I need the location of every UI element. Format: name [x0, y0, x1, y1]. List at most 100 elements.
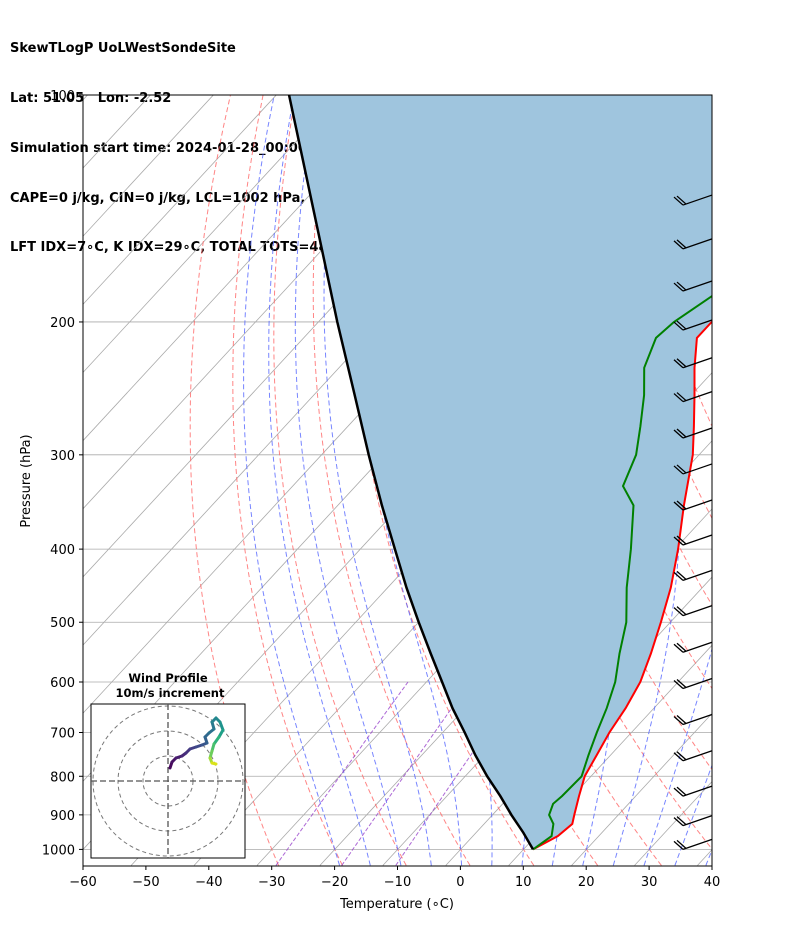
barb-flag — [676, 428, 687, 438]
barb-flag — [673, 607, 684, 617]
x-tick-label: 20 — [578, 875, 595, 890]
moist-adiabat — [243, 95, 340, 866]
barb-flag — [676, 642, 687, 652]
barb-staff — [682, 499, 713, 511]
hodograph-segment — [210, 761, 218, 766]
moist-adiabat — [268, 95, 371, 866]
barb-flag — [676, 358, 687, 368]
hodograph-subtitle: 10m/s increment — [116, 686, 225, 700]
barb-flag — [673, 240, 684, 250]
x-tick-label: −20 — [321, 875, 348, 890]
barb-flag — [673, 643, 684, 653]
wind-barb — [673, 785, 713, 797]
y-tick-label: 1000 — [42, 843, 75, 858]
y-tick-label: 200 — [50, 316, 75, 331]
wind-barb — [673, 750, 713, 762]
barb-flag — [673, 321, 684, 331]
hodograph-inset: Wind Profile 10m/s increment — [90, 671, 246, 859]
axis-ticks: −60 −50 −40 −30 −20 −10 0 10 20 30 40 100 200 300 400 5… — [42, 89, 720, 890]
barb-flag — [673, 501, 684, 511]
x-tick-label: 30 — [641, 875, 658, 890]
y-tick-label: 700 — [50, 727, 75, 742]
isotherm-line — [83, 95, 403, 442]
barb-flag — [676, 786, 687, 796]
dry-adiabat — [620, 95, 712, 428]
hodograph-title: Wind Profile — [128, 671, 208, 685]
y-tick-label: 800 — [50, 770, 75, 785]
barb-flag — [676, 281, 687, 291]
x-tick-label: −50 — [132, 875, 159, 890]
barb-flag — [676, 606, 687, 616]
barb-flag — [673, 817, 684, 827]
barb-flag — [673, 571, 684, 581]
y-axis-label: Pressure (hPa) — [19, 434, 34, 527]
isotherm-line — [508, 644, 712, 866]
mixing-ratio-line — [275, 681, 409, 866]
barb-staff — [682, 238, 713, 250]
barb-flag — [676, 500, 687, 510]
wind-barb — [673, 713, 713, 726]
parcel-profile-line — [287, 95, 535, 851]
moist-adiabat — [294, 95, 402, 866]
dry-adiabat — [523, 95, 712, 690]
barb-flag — [676, 464, 687, 474]
wind-barb — [673, 357, 713, 369]
isotherm-line — [83, 95, 214, 237]
barb-flag — [673, 840, 684, 850]
barb-staff — [682, 534, 713, 546]
x-tick-label: −30 — [258, 875, 285, 890]
barb-staff — [682, 605, 713, 617]
x-tick-label: −40 — [195, 875, 222, 890]
isotherm-line — [83, 95, 340, 374]
barb-flag — [673, 359, 684, 369]
dry-adiabat — [273, 95, 407, 866]
barb-flag — [673, 465, 684, 475]
moist-adiabat — [355, 95, 463, 866]
barb-staff — [682, 785, 713, 797]
barb-staff — [682, 427, 713, 439]
barb-staff — [682, 280, 713, 292]
barb-staff — [682, 194, 713, 206]
barb-flag — [673, 752, 684, 762]
wind-barb — [673, 427, 713, 439]
barb-flag — [676, 535, 687, 545]
y-tick-label: 400 — [50, 543, 75, 558]
dry-adiabat — [784, 95, 794, 866]
barb-flag — [676, 392, 687, 402]
wind-barb — [673, 390, 713, 403]
moist-adiabat — [323, 95, 432, 866]
barb-flag — [673, 679, 684, 689]
wind-barbs — [673, 194, 713, 851]
moist-adiabat — [643, 647, 712, 866]
moist-adiabat — [674, 763, 712, 866]
y-tick-label: 500 — [50, 616, 75, 631]
barb-flag — [673, 536, 684, 546]
y-tick-label: 100 — [50, 89, 75, 104]
chart-title: SkewTLogP UoLWestSondeSite — [10, 41, 236, 57]
barb-flag — [673, 429, 684, 439]
isotherm-line — [83, 95, 88, 101]
moist-adiabat — [705, 848, 712, 866]
barb-flag — [676, 195, 687, 205]
barb-flag — [673, 787, 684, 797]
barb-staff — [682, 750, 713, 762]
barb-staff — [682, 677, 713, 690]
temperature-profile-line — [532, 320, 712, 851]
wind-barb — [673, 194, 713, 206]
barb-flag — [676, 839, 687, 849]
barb-flag — [673, 715, 684, 725]
x-tick-label: 40 — [704, 875, 721, 890]
barb-staff — [682, 815, 713, 827]
barb-staff — [682, 390, 713, 403]
dry-adiabat — [189, 95, 280, 866]
dewpoint-profile-line — [532, 294, 712, 851]
barb-staff — [682, 838, 713, 851]
barb-flag — [676, 714, 687, 724]
barb-flag — [673, 393, 684, 403]
wind-barb — [673, 280, 713, 292]
barb-staff — [682, 641, 713, 653]
y-tick-label: 900 — [50, 809, 75, 824]
y-tick-label: 300 — [50, 449, 75, 464]
wind-barb — [673, 534, 713, 546]
wind-barb — [673, 319, 713, 331]
